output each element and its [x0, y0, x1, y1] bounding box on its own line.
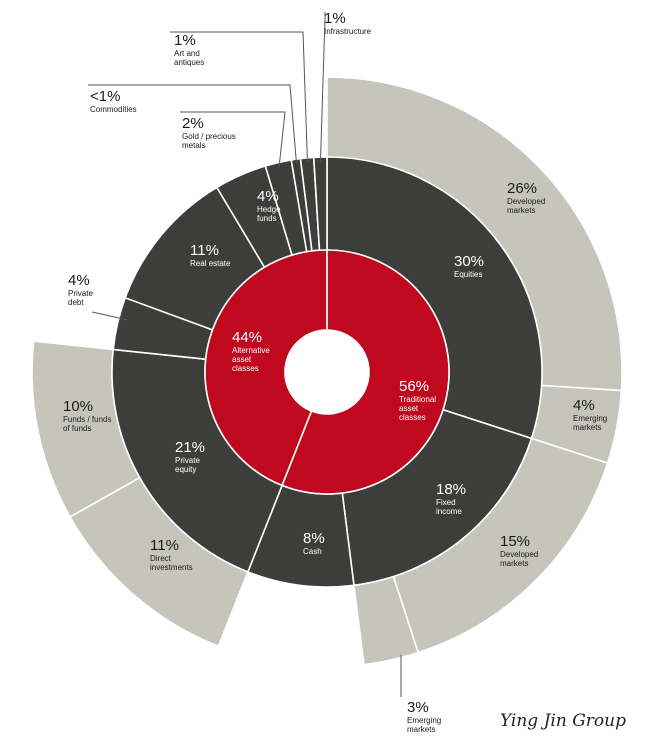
outer-category-fi-dev: markets	[500, 559, 528, 568]
middle-category-gold: metals	[182, 141, 206, 150]
outer-value-eq-em: 4%	[573, 397, 595, 414]
inner-category-alt: classes	[232, 364, 259, 373]
outer-value-fi-dev: 15%	[500, 533, 530, 550]
outer-category-eq-em: Emerging	[573, 414, 607, 423]
middle-value-infrastructure: 1%	[324, 10, 346, 27]
middle-category-private-equity: equity	[175, 465, 196, 474]
middle-value-fixed-income: 18%	[436, 481, 466, 498]
middle-category-art: antiques	[174, 58, 204, 67]
outer-category-pe-direct: investments	[150, 563, 193, 572]
inner-value-trad: 56%	[399, 378, 429, 395]
inner-category-trad: Traditional	[399, 395, 436, 404]
middle-value-commodities: <1%	[90, 88, 120, 105]
outer-category-fi-dev: Developed	[500, 550, 538, 559]
middle-category-fixed-income: income	[436, 507, 462, 516]
outer-category-fi-em: markets	[407, 725, 435, 734]
outer-value-fi-em: 3%	[407, 699, 429, 716]
middle-value-real-estate: 11%	[190, 242, 219, 259]
middle-category-real-estate: Real estate	[190, 259, 231, 268]
middle-value-private-debt: 4%	[68, 272, 90, 289]
middle-value-private-equity: 21%	[175, 439, 205, 456]
inner-value-alt: 44%	[232, 329, 262, 346]
inner-category-alt: asset	[232, 355, 252, 364]
leader-line-gold	[180, 111, 286, 167]
middle-category-art: Art and	[174, 49, 200, 58]
outer-category-eq-dev: markets	[507, 206, 535, 215]
middle-value-equities: 30%	[454, 253, 484, 270]
middle-category-hedge-funds: Hedge	[257, 205, 281, 214]
inner-category-trad: classes	[399, 413, 426, 422]
wedge-layer	[31, 76, 623, 666]
leader-line-private-debt	[91, 311, 129, 321]
middle-category-fixed-income: Fixed	[436, 498, 456, 507]
outer-value-pe-funds: 10%	[63, 398, 93, 415]
outer-category-eq-em: markets	[573, 423, 601, 432]
middle-category-commodities: Commodities	[90, 105, 137, 114]
leader-line-infrastructure	[319, 12, 326, 162]
leader-line-commodities	[88, 84, 297, 164]
outer-category-pe-funds: Funds / funds	[63, 415, 111, 424]
leader-line-layer	[88, 12, 402, 697]
leader-line-art	[170, 31, 308, 162]
middle-category-cash: Cash	[303, 547, 322, 556]
outer-category-fi-em: Emerging	[407, 716, 441, 725]
watermark-signature: Ying Jin Group	[500, 711, 626, 731]
middle-category-private-debt: debt	[68, 298, 84, 307]
outer-category-pe-direct: Direct	[150, 554, 172, 563]
middle-value-hedge-funds: 4%	[257, 188, 279, 205]
outer-category-pe-funds: of funds	[63, 424, 91, 433]
outer-value-eq-dev: 26%	[507, 180, 537, 197]
inner-wedge-alt	[204, 249, 328, 487]
inner-wedge-trad	[281, 249, 450, 495]
middle-value-gold: 2%	[182, 115, 204, 132]
middle-label-infrastructure: 1%Infrastructure	[324, 10, 372, 36]
inner-category-trad: asset	[399, 404, 419, 413]
middle-category-infrastructure: Infrastructure	[324, 27, 372, 36]
middle-category-hedge-funds: funds	[257, 214, 277, 223]
outer-value-pe-direct: 11%	[150, 537, 179, 554]
middle-category-equities: Equities	[454, 270, 482, 279]
outer-category-eq-dev: Developed	[507, 197, 545, 206]
label-layer: 44%Alternativeassetclasses56%Traditional…	[63, 10, 607, 734]
middle-label-equities: 30%Equities	[454, 253, 484, 279]
middle-category-private-debt: Private	[68, 289, 93, 298]
middle-category-private-equity: Private	[175, 456, 200, 465]
middle-value-cash: 8%	[303, 530, 325, 547]
middle-label-real-estate: 11%Real estate	[190, 242, 231, 268]
middle-label-cash: 8%Cash	[303, 530, 325, 556]
middle-label-commodities: <1%Commodities	[90, 88, 137, 114]
inner-category-alt: Alternative	[232, 346, 270, 355]
middle-category-gold: Gold / precious	[182, 132, 236, 141]
middle-value-art: 1%	[174, 32, 196, 49]
